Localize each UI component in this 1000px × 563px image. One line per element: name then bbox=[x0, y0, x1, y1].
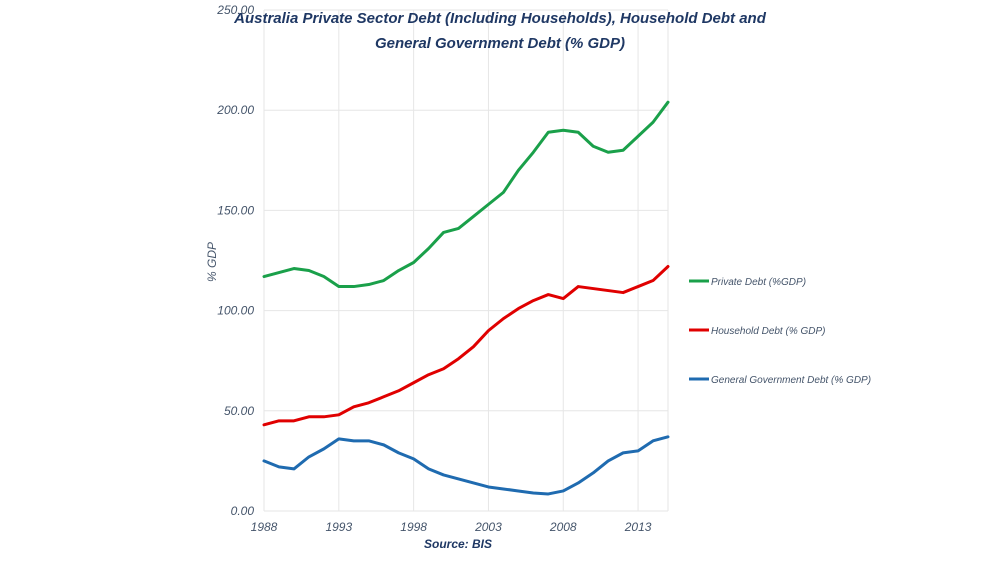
legend-item: General Government Debt (% GDP) bbox=[689, 375, 871, 386]
series-lines bbox=[262, 100, 670, 496]
chart-title-line2: General Government Debt (% GDP) bbox=[375, 35, 625, 52]
x-tick-label: 1998 bbox=[400, 520, 427, 534]
y-axis-label: % GDP bbox=[205, 242, 219, 282]
series-line-household-debt-gdp bbox=[262, 265, 670, 427]
y-tick-label: 250.00 bbox=[216, 3, 254, 17]
chart-title: Australia Private Sector Debt (Including… bbox=[233, 10, 767, 27]
legend-item: Private Debt (%GDP) bbox=[689, 277, 806, 288]
gridlines bbox=[263, 9, 669, 512]
y-tick-label: 200.00 bbox=[216, 103, 254, 117]
x-axis-label-source: Source: BIS bbox=[424, 537, 492, 551]
series-line-private-debt-gdp bbox=[262, 100, 670, 289]
y-tick-label: 50.00 bbox=[224, 404, 254, 418]
x-tick-label: 1993 bbox=[325, 520, 352, 534]
y-axis-ticks: 0.00 50.00 100.00 150.00 200.00 250.00 bbox=[216, 3, 254, 518]
y-tick-label: 150.00 bbox=[217, 203, 254, 217]
x-tick-label: 2003 bbox=[474, 520, 502, 534]
legend-item: Household Debt (% GDP) bbox=[689, 326, 826, 337]
legend-label: Household Debt (% GDP) bbox=[711, 326, 826, 337]
x-tick-label: 2008 bbox=[549, 520, 577, 534]
legend-label: General Government Debt (% GDP) bbox=[711, 375, 871, 386]
x-axis-ticks: 1988 1993 1998 2003 2008 2013 bbox=[251, 520, 652, 534]
legend: Private Debt (%GDP) Household Debt (% GDP… bbox=[689, 277, 871, 386]
y-tick-label: 100.00 bbox=[217, 304, 254, 318]
x-tick-label: 2013 bbox=[624, 520, 652, 534]
x-tick-label: 1988 bbox=[251, 520, 278, 534]
legend-label: Private Debt (%GDP) bbox=[711, 277, 806, 288]
series-line-general-government-debt-gdp bbox=[262, 435, 670, 496]
y-tick-label: 0.00 bbox=[231, 504, 255, 518]
